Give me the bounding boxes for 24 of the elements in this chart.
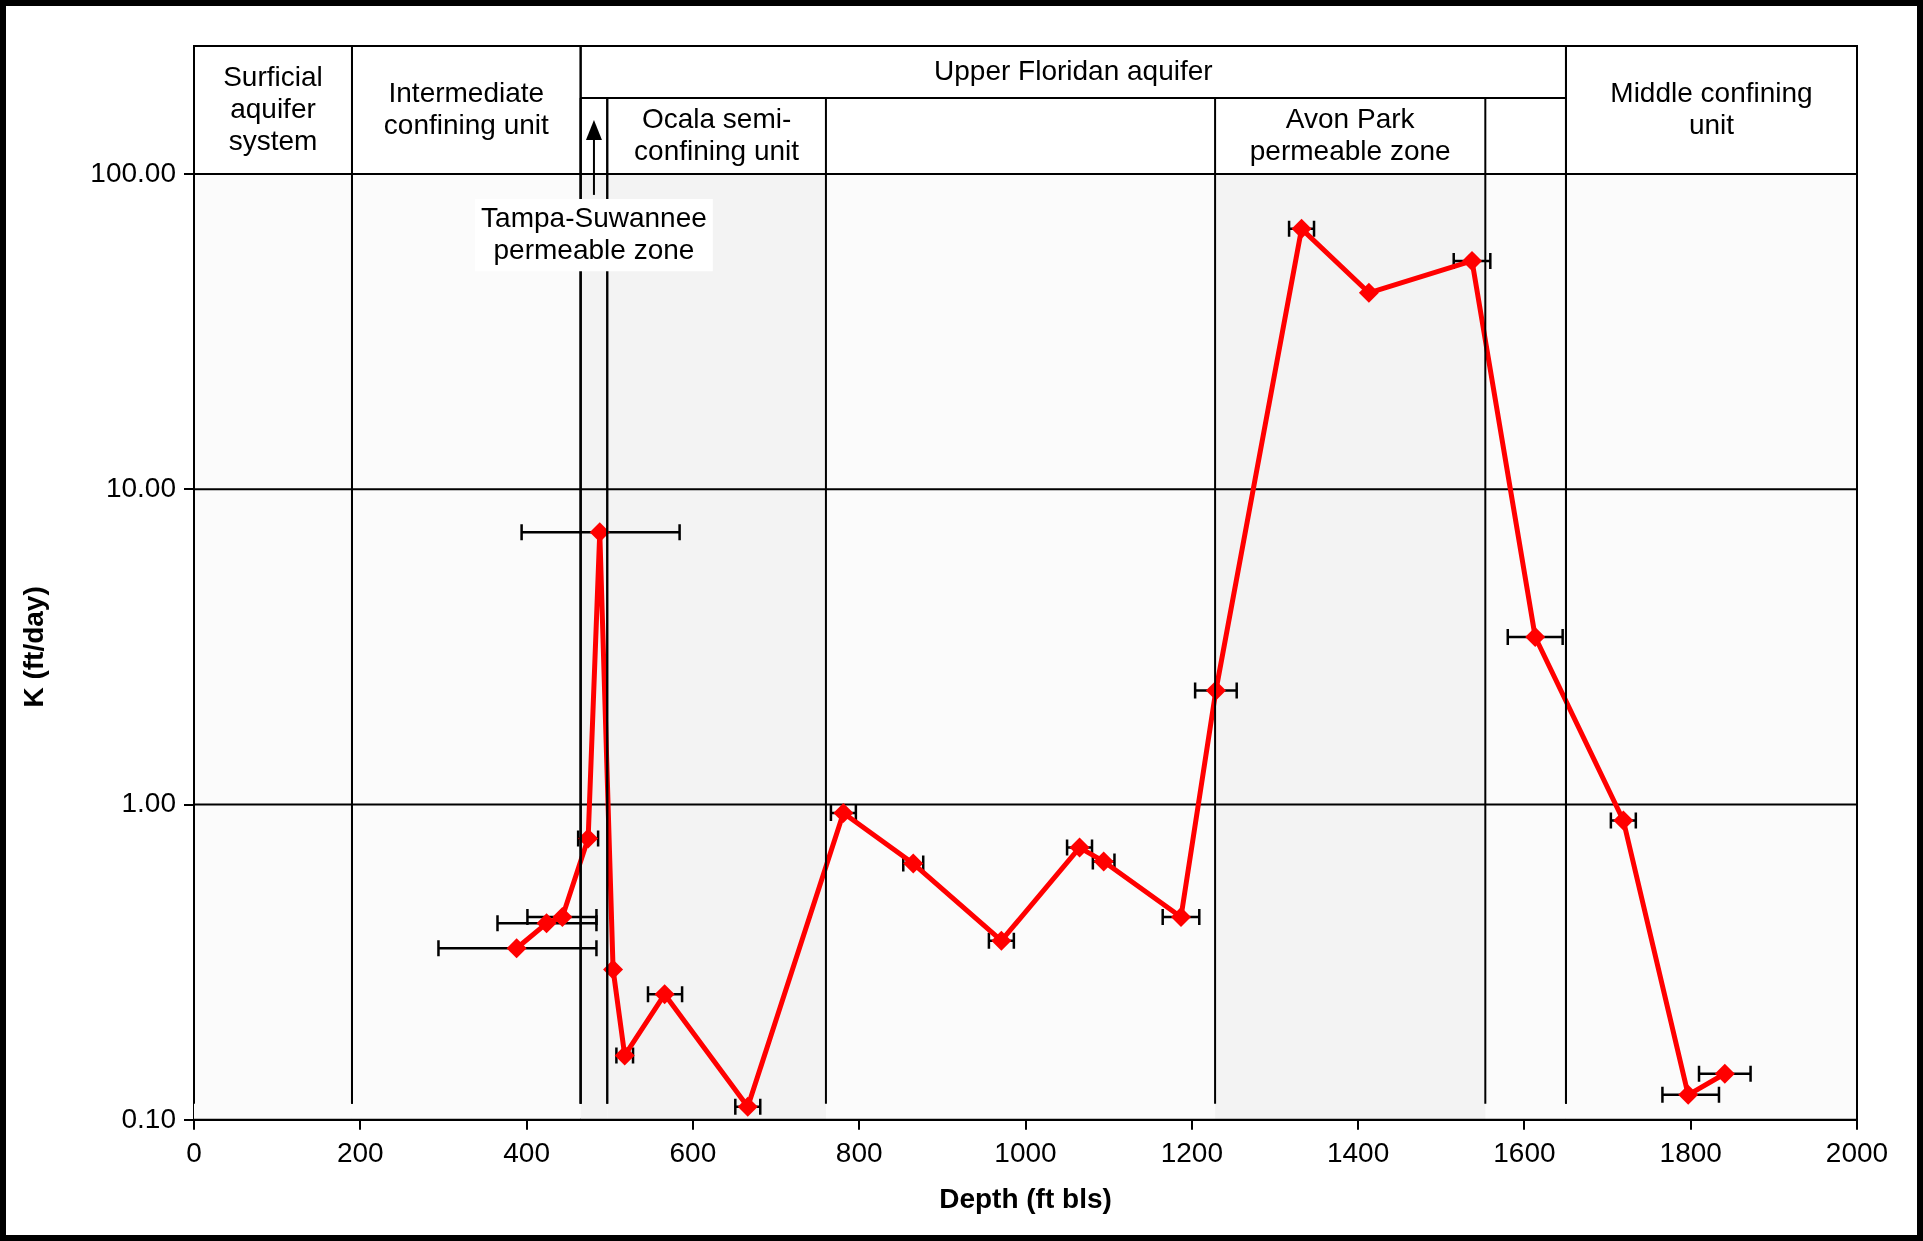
band-label: Ocala semi-confining unit [634, 102, 800, 166]
band-label: Surficial aquifer system [223, 60, 323, 156]
y-tick-label: 0.10 [121, 1102, 176, 1134]
x-tick-label: 1400 [1326, 1137, 1390, 1169]
x-tick-label: 1800 [1659, 1137, 1722, 1169]
x-tick-label: 0 [186, 1137, 202, 1169]
x-tick-label: 2000 [1825, 1137, 1889, 1169]
x-tick-label: 1200 [1160, 1137, 1223, 1169]
band-label: Upper Floridan aquifer [934, 54, 1213, 86]
x-tick-label: 800 [835, 1137, 883, 1169]
x-tick-label: 1600 [1493, 1137, 1556, 1169]
x-axis-title: Depth (ft bls) [939, 1182, 1112, 1214]
y-tick-label: 10.00 [105, 471, 176, 503]
y-tick-label: 100.00 [90, 156, 176, 188]
band-label: Avon Park permeable zone [1249, 102, 1451, 166]
x-tick-label: 1000 [994, 1137, 1057, 1169]
y-tick-label: 1.00 [121, 787, 176, 819]
band-label: Middle confining unit [1610, 76, 1813, 140]
x-tick-label: 400 [503, 1137, 550, 1169]
y-axis-title: K (ft/day) [17, 586, 49, 708]
x-tick-label: 600 [669, 1137, 717, 1169]
band-label: Tampa-Suwannee permeable zone [481, 201, 707, 265]
x-tick-label: 200 [336, 1137, 384, 1169]
band-label: Intermediate confining unit [383, 76, 550, 140]
